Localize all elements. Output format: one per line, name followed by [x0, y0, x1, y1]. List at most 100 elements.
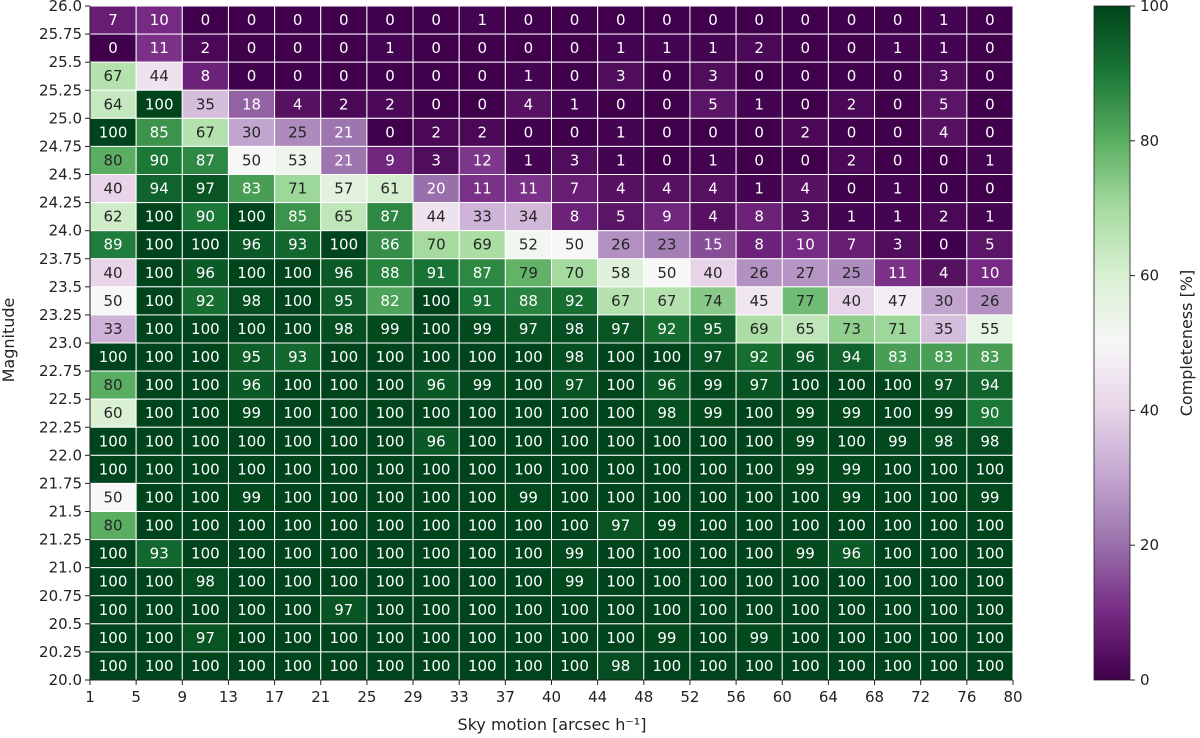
cell-value-label: 100	[237, 517, 266, 535]
heatmap-cell	[966, 454, 1014, 484]
heatmap-cell	[966, 623, 1014, 653]
cell-value-label: 0	[939, 151, 949, 169]
cell-value-label: 100	[99, 348, 128, 366]
heatmap-cell	[135, 426, 183, 456]
cell-value-label: 100	[237, 545, 266, 563]
colorbar-label: Completeness [%]	[1177, 270, 1196, 417]
y-tick-label: 22.0	[49, 446, 82, 464]
cell-value-label: 0	[754, 123, 764, 141]
cell-value-label: 25	[288, 123, 307, 141]
cell-value-label: 1	[708, 39, 718, 57]
cell-value-label: 100	[422, 348, 451, 366]
cell-value-label: 100	[283, 517, 312, 535]
heatmap-cell	[920, 651, 968, 681]
heatmap-cell	[597, 426, 645, 456]
cell-value-label: 67	[104, 67, 123, 85]
cell-value-label: 100	[883, 601, 912, 619]
cell-value-label: 100	[883, 517, 912, 535]
cell-value-label: 3	[570, 151, 580, 169]
cell-value-label: 100	[837, 517, 866, 535]
heatmap-cell	[781, 258, 829, 288]
cell-value-label: 0	[524, 11, 534, 29]
cell-value-label: 100	[606, 545, 635, 563]
cell-value-label: 100	[837, 601, 866, 619]
cell-value-label: 98	[196, 573, 215, 591]
heatmap-cell	[551, 623, 599, 653]
heatmap-cell	[504, 651, 553, 681]
heatmap-cell	[135, 33, 183, 63]
heatmap-cell	[320, 454, 368, 484]
x-tick-label: 56	[727, 688, 746, 706]
heatmap-cell	[504, 426, 553, 456]
heatmap-cell	[89, 370, 137, 400]
cell-value-label: 100	[976, 545, 1005, 563]
heatmap-cell	[320, 567, 368, 597]
cell-value-label: 100	[514, 545, 543, 563]
cell-value-label: 100	[560, 657, 589, 675]
heatmap-cell	[181, 426, 229, 456]
cell-value-label: 100	[330, 460, 359, 478]
cell-value-label: 87	[380, 208, 399, 226]
cell-value-label: 0	[662, 11, 672, 29]
heatmap-cell	[551, 61, 599, 91]
cell-value-label: 94	[150, 180, 169, 198]
cell-value-label: 100	[837, 432, 866, 450]
heatmap-cell	[89, 174, 137, 204]
cell-value-label: 1	[478, 11, 488, 29]
heatmap-cell	[412, 567, 460, 597]
cell-value-label: 0	[893, 11, 903, 29]
heatmap-cell	[643, 539, 691, 569]
cell-value-label: 69	[750, 320, 769, 338]
x-tick-label: 80	[1003, 688, 1022, 706]
heatmap-cell	[181, 623, 229, 653]
cell-value-label: 97	[196, 629, 215, 647]
cell-value-label: 100	[560, 601, 589, 619]
y-tick-label: 24.0	[49, 222, 82, 240]
heatmap-cell	[920, 539, 968, 569]
heatmap-cell	[227, 398, 276, 428]
cell-value-label: 87	[196, 151, 215, 169]
cell-value-label: 100	[376, 517, 405, 535]
cell-value-label: 100	[237, 573, 266, 591]
cell-value-label: 100	[606, 376, 635, 394]
heatmap-cell	[227, 482, 276, 512]
cell-value-label: 90	[980, 404, 999, 422]
cell-value-label: 100	[699, 517, 728, 535]
heatmap-cell	[689, 174, 737, 204]
cell-value-label: 2	[939, 208, 949, 226]
cell-value-label: 100	[468, 657, 497, 675]
heatmap-cell	[181, 174, 229, 204]
heatmap-cell	[366, 482, 414, 512]
heatmap-cell	[689, 539, 737, 569]
cell-value-label: 79	[519, 264, 538, 282]
heatmap-cell	[458, 117, 506, 147]
cell-value-label: 98	[980, 432, 999, 450]
cell-value-label: 100	[283, 629, 312, 647]
heatmap-cell	[366, 61, 414, 91]
heatmap-cell	[227, 145, 276, 176]
cell-value-label: 0	[570, 123, 580, 141]
cell-value-label: 100	[514, 573, 543, 591]
cell-value-label: 100	[422, 292, 451, 310]
heatmap-cell	[597, 174, 645, 204]
heatmap-cell	[781, 5, 829, 35]
heatmap-cell	[551, 258, 599, 288]
heatmap-cell	[781, 33, 829, 63]
cell-value-label: 35	[196, 95, 215, 113]
cell-value-label: 100	[191, 376, 220, 394]
heatmap-cell	[781, 117, 829, 147]
cell-value-label: 83	[980, 348, 999, 366]
cell-value-label: 0	[985, 11, 995, 29]
cell-value-label: 100	[376, 488, 405, 506]
cell-value-label: 89	[104, 236, 123, 254]
heatmap-cell	[412, 61, 460, 91]
cell-value-label: 26	[750, 264, 769, 282]
cell-value-label: 100	[468, 432, 497, 450]
cell-value-label: 100	[560, 404, 589, 422]
cell-value-label: 70	[427, 236, 446, 254]
heatmap-cell	[274, 398, 322, 428]
heatmap-cell	[874, 595, 922, 625]
heatmap-cell	[551, 398, 599, 428]
cell-value-label: 97	[334, 601, 353, 619]
cell-value-label: 100	[606, 348, 635, 366]
